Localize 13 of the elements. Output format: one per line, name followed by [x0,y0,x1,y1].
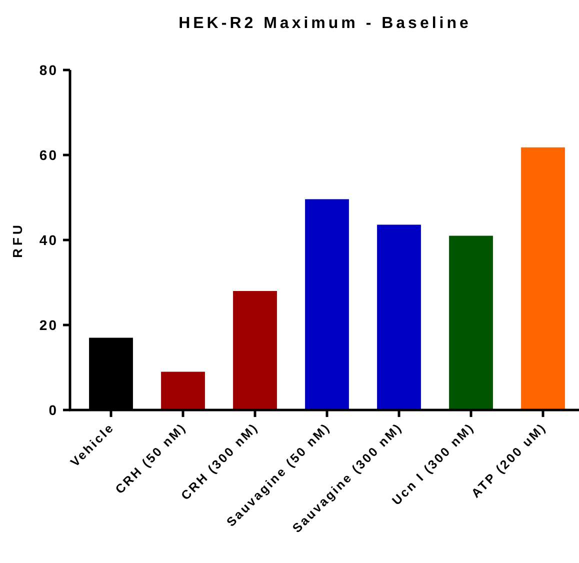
y-tick-label: 40 [39,232,58,248]
y-tick-label: 0 [48,402,58,418]
bar [449,236,493,410]
bar [305,199,349,410]
y-tick-label: 60 [39,146,58,163]
bar [521,147,565,410]
y-tick-label: 80 [39,62,58,78]
y-axis-title: RFU [10,222,25,258]
bar [233,291,277,410]
bar [377,224,421,410]
chart-title: HEK-R2 Maximum - Baseline [178,15,472,32]
bar [161,372,205,410]
y-tick-label: 20 [39,316,58,333]
